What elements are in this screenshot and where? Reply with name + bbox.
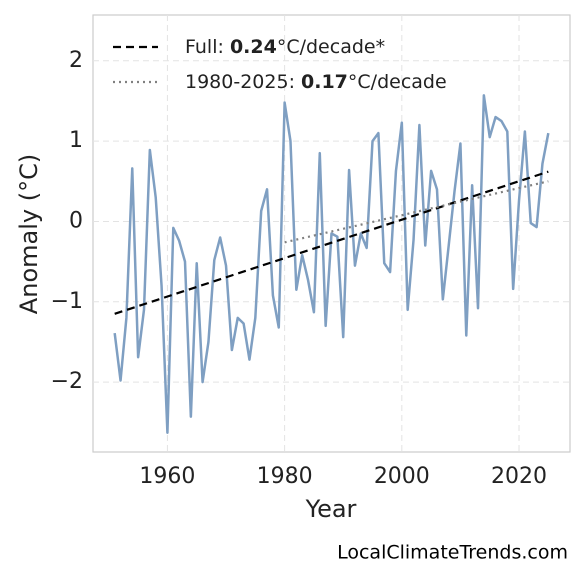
legend-label: 1980-2025: 0.17°C/decade xyxy=(185,71,447,93)
legend-rate: 0.24 xyxy=(230,36,277,58)
y-tick-label: −1 xyxy=(51,289,83,314)
legend-suffix: °C/decade xyxy=(348,71,447,93)
anomaly-line xyxy=(113,94,550,434)
x-axis-label: Year xyxy=(305,495,357,523)
legend-label: Full: 0.24°C/decade* xyxy=(185,36,385,58)
x-tick-label: 1980 xyxy=(257,464,313,489)
y-axis-label: Anomaly (°C) xyxy=(15,154,43,314)
trend-line xyxy=(114,170,549,315)
legend-prefix: Full: xyxy=(185,36,230,58)
legend-prefix: 1980-2025: xyxy=(185,71,301,93)
y-tick-label: 2 xyxy=(69,48,83,73)
y-tick-label: −2 xyxy=(51,369,83,394)
legend-rate: 0.17 xyxy=(301,71,348,93)
x-tick-label: 2000 xyxy=(374,464,430,489)
y-tick-label: 1 xyxy=(69,128,83,153)
x-tick-label: 2020 xyxy=(491,464,547,489)
legend-suffix: °C/decade* xyxy=(277,36,385,58)
footer: LocalClimateTrends.com xyxy=(337,542,568,564)
y-tick-label: 0 xyxy=(69,208,83,233)
x-tick-label: 1960 xyxy=(139,464,195,489)
